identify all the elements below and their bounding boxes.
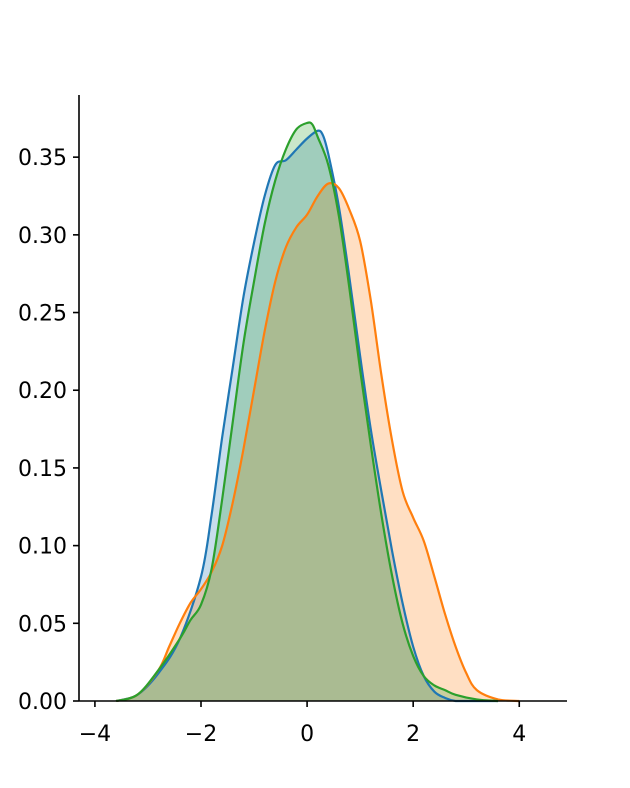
- y-tick-label: 0.25: [18, 302, 67, 327]
- density-area-3: [116, 122, 499, 702]
- density-areas: [116, 122, 520, 702]
- x-tick-label: 2: [406, 722, 420, 747]
- x-tick-label: −4: [79, 722, 111, 747]
- x-tick-label: 4: [512, 722, 526, 747]
- x-axis-ticks: −4 −2 0 2 4: [79, 701, 526, 747]
- y-tick-label: 0.00: [18, 690, 67, 715]
- density-area-1: [116, 130, 499, 702]
- density-line-3: [115, 121, 499, 703]
- y-axis-ticks: 0.00 0.05 0.10 0.15 0.20 0.25 0.30 0.35: [18, 146, 79, 715]
- x-tick-label: −2: [185, 722, 217, 747]
- y-tick-label: 0.30: [18, 224, 67, 249]
- y-tick-label: 0.15: [18, 457, 67, 482]
- density-lines: [115, 121, 520, 703]
- x-tick-label: 0: [300, 722, 314, 747]
- y-tick-label: 0.35: [18, 146, 67, 171]
- density-area-2: [116, 183, 520, 701]
- y-tick-label: 0.05: [18, 612, 67, 637]
- y-tick-label: 0.10: [18, 535, 67, 560]
- density-line-2: [115, 182, 520, 703]
- y-tick-label: 0.20: [18, 379, 67, 404]
